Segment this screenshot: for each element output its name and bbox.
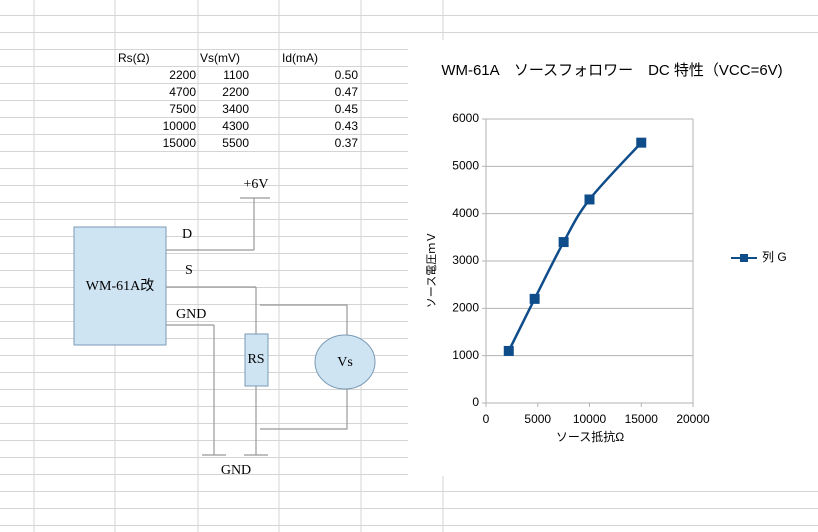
table-cell: 4300 — [222, 119, 249, 133]
table-header: Vs(mV) — [200, 51, 240, 65]
legend-label: 列 G — [762, 250, 787, 264]
x-tick-label: 0 — [483, 412, 490, 426]
x-tick-label: 5000 — [524, 412, 551, 426]
supply-label: +6V — [243, 177, 268, 192]
data-point — [636, 137, 647, 148]
y-tick-label: 6000 — [452, 111, 479, 125]
table-cell: 0.43 — [335, 119, 359, 133]
y-tick-label: 1000 — [452, 348, 479, 362]
y-tick-label: 0 — [472, 395, 479, 409]
table-cell: 3400 — [222, 102, 249, 116]
meter-label: Vs — [337, 355, 353, 370]
y-tick-label: 4000 — [452, 206, 479, 220]
data-point — [503, 345, 514, 356]
y-tick-label: 5000 — [452, 159, 479, 173]
table-header: Id(mA) — [282, 51, 318, 65]
table-cell: 0.47 — [335, 85, 359, 99]
data-point — [558, 237, 569, 248]
table-header: Rs(Ω) — [118, 51, 150, 65]
data-point — [584, 194, 595, 205]
x-tick-label: 15000 — [625, 412, 659, 426]
resistor — [244, 333, 269, 387]
device-box — [73, 226, 167, 346]
y-tick-label: 2000 — [452, 301, 479, 315]
table-cell: 2200 — [222, 85, 249, 99]
ground-label: GND — [221, 463, 251, 478]
device-label: WM-61A改 — [86, 278, 154, 294]
table-cell: 5500 — [222, 136, 249, 150]
wire — [260, 389, 348, 430]
y-tick-label: 3000 — [452, 253, 479, 267]
table-cell: 0.37 — [335, 136, 359, 150]
resistor-label: RS — [247, 352, 264, 367]
table-cell: 2200 — [169, 68, 196, 82]
pin-label: S — [185, 263, 193, 278]
pin-label: D — [182, 227, 192, 242]
table-cell: 7500 — [169, 102, 196, 116]
table-cell: 10000 — [163, 119, 197, 133]
table-cell: 0.45 — [335, 102, 359, 116]
table-cell: 15000 — [163, 136, 197, 150]
table-cell: 0.50 — [335, 68, 359, 82]
meter — [314, 334, 376, 390]
y-axis-label: ソース電圧ｍＶ — [425, 232, 438, 308]
legend-marker — [740, 254, 748, 262]
pin-label: GND — [176, 307, 206, 322]
data-point — [529, 293, 540, 304]
circuit: +6V D S GND WM-61A改 RS Vs GND — [73, 177, 376, 478]
x-tick-label: 20000 — [676, 412, 710, 426]
table-cell: 4700 — [169, 85, 196, 99]
wire — [260, 304, 348, 335]
x-axis-label: ソース抵抗Ω — [556, 429, 624, 444]
x-tick-label: 10000 — [573, 412, 607, 426]
table-cell: 1100 — [223, 68, 249, 82]
chart-title: WM-61A ソースフォロワー DC 特性（VCC=6V) — [441, 62, 782, 79]
